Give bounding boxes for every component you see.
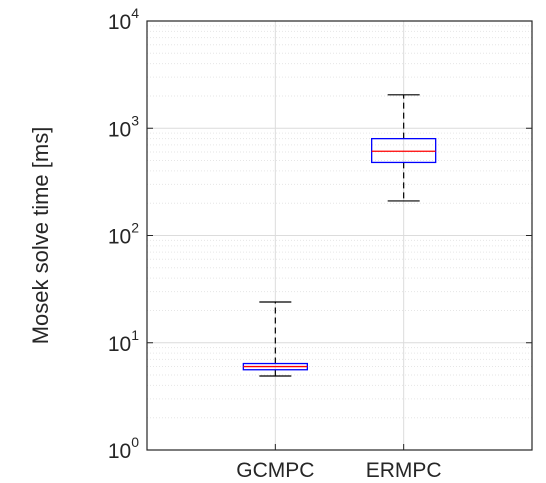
interquartile-box bbox=[371, 137, 437, 164]
y-tick-label: 101 bbox=[108, 327, 139, 356]
y-tick-label: 103 bbox=[108, 112, 139, 141]
y-tick-exponent: 1 bbox=[131, 327, 139, 343]
y-tick-exponent: 3 bbox=[131, 112, 139, 128]
y-tick-exponent: 0 bbox=[131, 434, 139, 450]
x-tick-label: GCMPC bbox=[236, 459, 314, 482]
box-series bbox=[242, 94, 437, 377]
box-gcmpc bbox=[242, 301, 308, 377]
y-tick-exponent: 2 bbox=[131, 220, 139, 236]
x-axis-ticks: GCMPC ERMPC bbox=[236, 444, 442, 482]
y-tick-label: 104 bbox=[108, 5, 139, 34]
x-tick-label: ERMPC bbox=[366, 459, 442, 482]
y-tick-base: 10 bbox=[108, 118, 131, 141]
y-tick-base: 10 bbox=[108, 226, 131, 249]
y-tick-label: 100 bbox=[108, 434, 139, 463]
box-ermpc bbox=[371, 94, 437, 202]
y-tick-base: 10 bbox=[108, 440, 131, 463]
minor-grid bbox=[147, 25, 532, 419]
y-tick-base: 10 bbox=[108, 11, 131, 34]
y-tick-exponent: 4 bbox=[131, 5, 139, 21]
y-axis-label: Mosek solve time [ms] bbox=[28, 127, 53, 345]
y-tick-label: 102 bbox=[108, 220, 139, 249]
y-tick-base: 10 bbox=[108, 333, 131, 356]
